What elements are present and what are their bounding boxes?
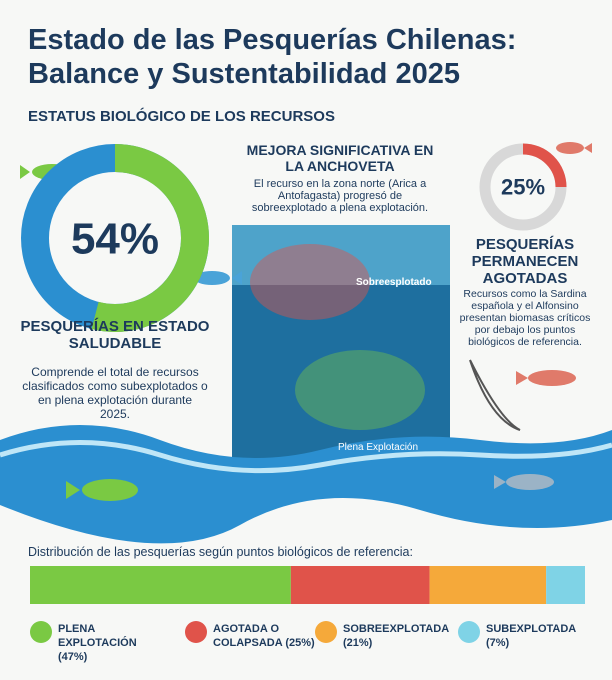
legend-icon (185, 621, 207, 643)
donut-title: PESQUERÍAS EN ESTADO SALUDABLE (20, 318, 210, 352)
donut-arc (522, 143, 567, 188)
fish (194, 271, 242, 285)
donut-value: 54% (71, 214, 159, 263)
bar-segment (30, 566, 291, 604)
section-title: ESTATUS BIOLÓGICO DE LOS RECURSOS (28, 108, 335, 125)
title: Estado de las Pesquerías Chilenas: (28, 24, 517, 56)
anchoveta-text: El recurso en la zona norte (Arica a Ant… (251, 178, 429, 214)
donut-description: Recursos como la Sardina española y el A… (459, 288, 591, 348)
green-glow (295, 350, 425, 430)
zone-label: Sobreesplotado (356, 277, 432, 288)
net (469, 359, 521, 431)
bar-segment (429, 566, 547, 604)
anchoveta-title: MEJORA SIGNIFICATIVA EN LA ANCHOVETA (246, 142, 434, 174)
zone-label: Plena Explotación (338, 442, 419, 453)
water-surface (232, 225, 450, 285)
legend-icon (458, 621, 480, 643)
red-glow (250, 244, 370, 320)
legend-label: SUBEXPLOTADA (7%) (486, 623, 576, 649)
title: Balance y Sustentabilidad 2025 (28, 58, 460, 90)
wave-crest (0, 440, 612, 474)
fish (556, 142, 592, 154)
bar-segment (290, 566, 430, 604)
fish (516, 370, 576, 386)
legend-label: SOBREEXPLOTADA (21%) (343, 623, 449, 649)
legend-icon (315, 621, 337, 643)
fish (494, 474, 554, 490)
legend-icon (30, 621, 52, 643)
legend-label: PLENA EXPLOTACIÓN (47%) (58, 623, 137, 663)
bar-title: Distribución de las pesquerías según pun… (28, 545, 413, 559)
donut-arc (91, 144, 209, 332)
bar-segment (546, 566, 585, 604)
donut-description: Comprende el total de recursos clasifica… (22, 365, 208, 421)
donut-value: 25% (501, 175, 545, 200)
legend-label: AGOTADA O COLAPSADA (25%) (213, 623, 315, 649)
donut-title: PESQUERÍAS PERMANECEN AGOTADAS (471, 236, 579, 287)
fish (66, 479, 138, 501)
